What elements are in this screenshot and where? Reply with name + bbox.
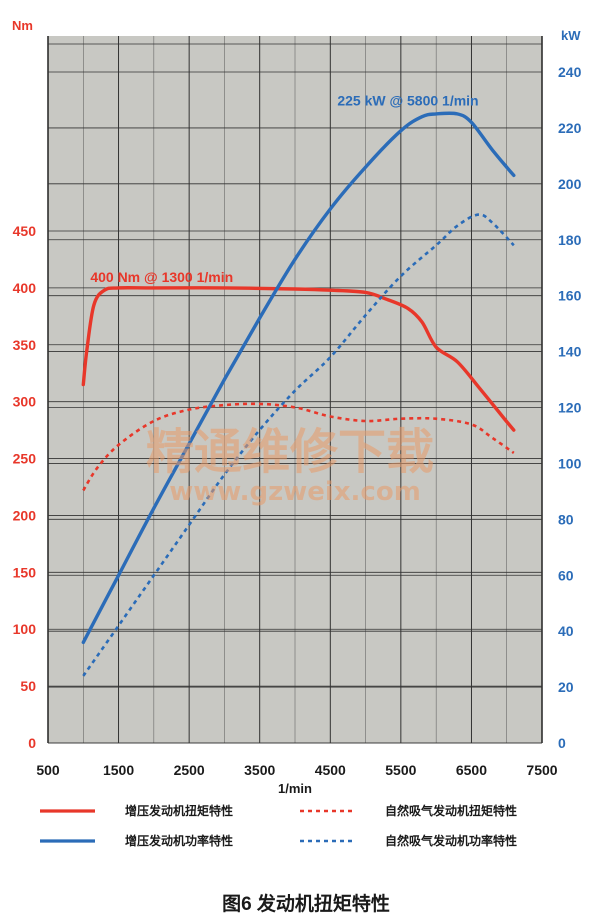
left-axis-unit: Nm — [12, 18, 33, 33]
right-axis-tick-label: 60 — [558, 567, 574, 583]
right-axis-tick-label: 0 — [558, 735, 566, 751]
x-axis-tick-label: 7500 — [526, 762, 557, 778]
x-axis-tick-label: 5500 — [385, 762, 416, 778]
peak-annotation: 225 kW @ 5800 1/min — [337, 93, 478, 109]
right-axis-ticks: 0 20 40 60 80 100 120 140 160 180 200 220 240 — [558, 64, 582, 751]
figure-caption: 图6 发动机扭矩特性 — [222, 892, 390, 915]
right-axis-tick-label: 80 — [558, 511, 574, 527]
left-axis-tick-label: 400 — [13, 280, 37, 296]
left-axis-tick-label: 300 — [13, 394, 37, 410]
right-axis-tick-label: 20 — [558, 679, 574, 695]
left-axis-tick-label: 350 — [13, 337, 37, 353]
right-axis-tick-label: 120 — [558, 400, 582, 416]
right-axis-tick-label: 180 — [558, 232, 582, 248]
series-line-1 — [81, 286, 516, 432]
legend-label: 增压发动机扭矩特性 — [125, 803, 233, 818]
left-axis-tick-label: 250 — [13, 451, 37, 467]
x-axis-tick-label: 6500 — [456, 762, 487, 778]
x-axis-tick-label: 4500 — [315, 762, 346, 778]
x-axis-tick-label: 1500 — [103, 762, 134, 778]
right-axis-tick-label: 100 — [558, 455, 582, 471]
grid — [47, 36, 543, 744]
right-axis-unit: kW — [561, 28, 581, 43]
right-axis-tick-label: 220 — [558, 120, 582, 136]
legend-label: 自然吸气发动机功率特性 — [385, 833, 517, 848]
left-axis-tick-label: 50 — [20, 678, 36, 694]
right-axis-tick-label: 160 — [558, 288, 582, 304]
right-axis-tick-label: 140 — [558, 344, 582, 360]
x-axis-tick-label: 2500 — [174, 762, 205, 778]
x-axis-ticks: 500 1500 2500 3500 4500 5500 6500 7500 — [36, 762, 557, 778]
x-axis-tick-label: 500 — [36, 762, 60, 778]
watermark-line2: www.gzweix.com — [169, 477, 421, 507]
watermark-line1: 精通维修下载 — [146, 424, 434, 480]
series-line-3 — [81, 111, 516, 645]
left-axis-tick-label: 450 — [13, 223, 37, 239]
x-axis-label: 1/min — [278, 781, 312, 796]
left-axis-tick-label: 150 — [13, 564, 37, 580]
legend-label: 增压发动机功率特性 — [125, 833, 233, 848]
annotations: 400 Nm @ 1300 1/min 225 kW @ 5800 1/min — [90, 93, 478, 286]
right-axis-tick-label: 40 — [558, 623, 574, 639]
right-axis-tick-label: 240 — [558, 64, 582, 80]
left-axis-tick-label: 100 — [13, 621, 37, 637]
legend-label: 自然吸气发动机扭矩特性 — [385, 803, 517, 818]
series-lines — [81, 111, 516, 677]
peak-annotation: 400 Nm @ 1300 1/min — [90, 269, 233, 285]
left-axis-tick-label: 200 — [13, 507, 37, 523]
x-axis-tick-label: 3500 — [244, 762, 275, 778]
left-axis-ticks: 0 50 100 150 200 250 300 350 400 450 — [13, 223, 37, 751]
left-axis-tick-label: 0 — [28, 735, 36, 751]
right-axis-tick-label: 200 — [558, 176, 582, 192]
watermark: 精通维修下载 www.gzweix.com — [146, 424, 434, 507]
